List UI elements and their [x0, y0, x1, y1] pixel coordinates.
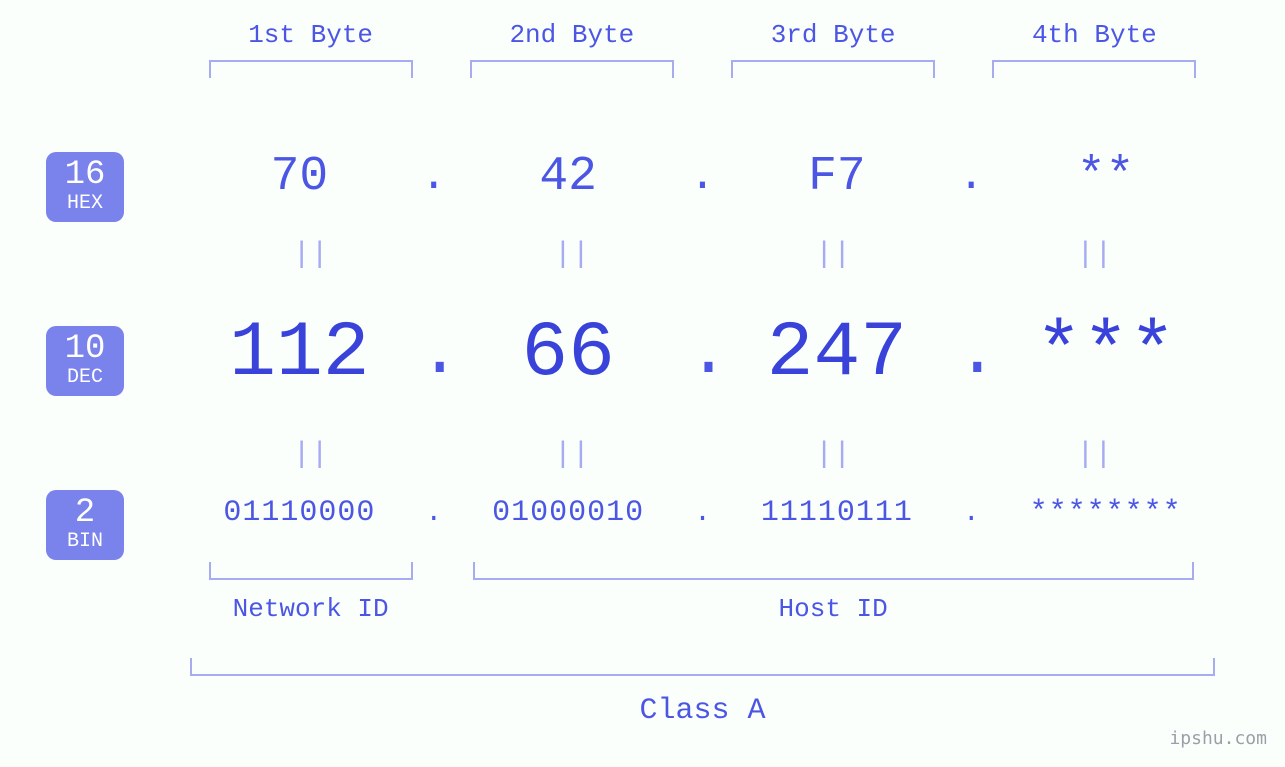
dec-row: 112 . 66 . 247 . ***	[180, 310, 1225, 398]
byte-header-2: 2nd Byte	[441, 20, 702, 50]
equals-1-2: ||	[441, 238, 702, 272]
dec-dot-1: .	[419, 315, 449, 394]
equals-2-3: ||	[703, 438, 964, 472]
hex-dot-2: .	[688, 152, 718, 202]
equals-2-2: ||	[441, 438, 702, 472]
bin-byte-2: 01000010	[449, 496, 688, 530]
dec-byte-1: 112	[180, 310, 419, 398]
badge-bin-name: BIN	[46, 532, 124, 552]
bin-byte-4: ********	[986, 496, 1225, 530]
byte-header-4: 4th Byte	[964, 20, 1225, 50]
badge-hex-base: 16	[46, 158, 124, 192]
byte-header-row: 1st Byte 2nd Byte 3rd Byte 4th Byte	[180, 20, 1225, 50]
equals-2-4: ||	[964, 438, 1225, 472]
byte-header-1: 1st Byte	[180, 20, 441, 50]
byte-brackets-top	[180, 60, 1225, 78]
dec-dot-2: .	[688, 315, 718, 394]
badge-dec: 10 DEC	[46, 326, 124, 396]
equals-row-1: || || || ||	[180, 238, 1225, 272]
network-id-label: Network ID	[180, 594, 441, 624]
class-label: Class A	[180, 694, 1225, 728]
badge-bin-base: 2	[46, 496, 124, 530]
equals-2-1: ||	[180, 438, 441, 472]
badge-dec-name: DEC	[46, 368, 124, 388]
hex-row: 70 . 42 . F7 . **	[180, 150, 1225, 204]
class-bracket	[180, 658, 1225, 676]
bracket-top-1	[180, 60, 441, 78]
dec-byte-4: ***	[986, 310, 1225, 398]
equals-1-1: ||	[180, 238, 441, 272]
badge-bin: 2 BIN	[46, 490, 124, 560]
bin-row: 01110000 . 01000010 . 11110111 . *******…	[180, 496, 1225, 530]
equals-row-2: || || || ||	[180, 438, 1225, 472]
hex-dot-1: .	[419, 152, 449, 202]
bin-dot-2: .	[688, 498, 718, 529]
badge-hex: 16 HEX	[46, 152, 124, 222]
bin-dot-1: .	[419, 498, 449, 529]
bracket-top-2	[441, 60, 702, 78]
dec-byte-2: 66	[449, 310, 688, 398]
dec-byte-3: 247	[718, 310, 957, 398]
bracket-top-3	[703, 60, 964, 78]
host-id-label: Host ID	[441, 594, 1225, 624]
watermark: ipshu.com	[1169, 728, 1267, 749]
bin-byte-3: 11110111	[718, 496, 957, 530]
net-host-brackets	[180, 562, 1225, 580]
hex-byte-3: F7	[718, 150, 957, 204]
badge-hex-name: HEX	[46, 194, 124, 214]
bin-dot-3: .	[956, 498, 986, 529]
equals-1-3: ||	[703, 238, 964, 272]
bin-byte-1: 01110000	[180, 496, 419, 530]
hex-dot-3: .	[956, 152, 986, 202]
bracket-top-4	[964, 60, 1225, 78]
hex-byte-1: 70	[180, 150, 419, 204]
net-host-labels: Network ID Host ID	[180, 594, 1225, 624]
host-id-bracket	[441, 562, 1225, 580]
hex-byte-2: 42	[449, 150, 688, 204]
badge-dec-base: 10	[46, 332, 124, 366]
equals-1-4: ||	[964, 238, 1225, 272]
byte-header-3: 3rd Byte	[703, 20, 964, 50]
dec-dot-3: .	[956, 315, 986, 394]
network-id-bracket	[180, 562, 441, 580]
hex-byte-4: **	[986, 150, 1225, 204]
